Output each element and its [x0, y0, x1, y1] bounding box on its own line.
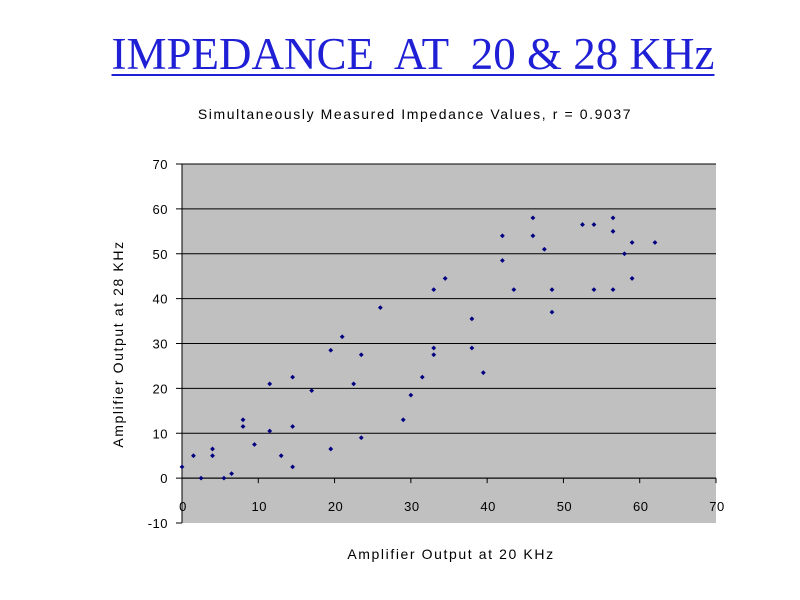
data-point	[351, 381, 357, 387]
data-point	[591, 287, 597, 293]
y-tick-label: 20	[153, 381, 168, 396]
x-tick-label: 20	[328, 499, 343, 514]
data-points	[179, 215, 658, 481]
data-point	[541, 246, 547, 252]
y-tick-label: 50	[153, 247, 168, 262]
data-point	[358, 435, 364, 441]
chart-title: Simultaneously Measured Impedance Values…	[197, 106, 633, 122]
data-point	[431, 345, 437, 351]
data-point	[267, 428, 273, 434]
data-point	[210, 446, 215, 452]
data-point	[400, 417, 406, 423]
data-point	[549, 309, 555, 315]
data-point	[290, 464, 296, 470]
data-point	[530, 233, 536, 239]
data-point	[179, 464, 185, 470]
data-point	[580, 222, 585, 227]
data-point	[278, 453, 284, 459]
x-axis-label: Amplifier Output at 20 KHz	[347, 546, 554, 562]
y-tick-label: 30	[153, 337, 168, 352]
data-point	[530, 215, 536, 221]
data-point	[469, 345, 475, 351]
data-point	[591, 222, 597, 227]
data-point	[339, 334, 345, 340]
y-tick-label: 60	[153, 202, 168, 217]
data-point	[328, 347, 334, 353]
data-point	[511, 287, 517, 293]
data-point	[610, 287, 616, 293]
data-point	[229, 471, 234, 477]
data-point	[549, 287, 555, 293]
x-tick-label: 60	[633, 499, 648, 514]
y-tick-label: -10	[148, 516, 168, 531]
y-tick-label: 70	[153, 157, 168, 172]
data-point	[290, 424, 296, 429]
axes	[176, 163, 717, 524]
data-point	[358, 352, 364, 358]
data-point	[469, 316, 475, 322]
x-tick-label: 30	[404, 499, 419, 514]
data-point	[500, 233, 505, 239]
data-point	[610, 228, 616, 234]
data-point	[419, 374, 425, 380]
data-point	[652, 240, 658, 245]
data-point	[431, 287, 437, 293]
data-point	[309, 388, 315, 394]
data-point	[210, 453, 215, 459]
data-point	[622, 251, 627, 257]
y-axis-label: Amplifier Output at 28 KHz	[110, 240, 126, 447]
y-tick-labels: -10 0 10 20 30 40 50 60 70	[148, 157, 168, 531]
data-point	[610, 215, 616, 221]
data-point	[240, 424, 246, 429]
x-tick-label: 0	[179, 499, 187, 514]
data-point	[267, 381, 273, 387]
data-point	[480, 370, 486, 376]
data-point	[290, 374, 296, 380]
slide-title: IMPEDANCE AT 20 & 28 KHz	[111, 29, 715, 79]
data-point	[431, 352, 437, 358]
data-point	[408, 392, 414, 398]
data-point	[377, 305, 383, 310]
x-tick-labels: 0 10 20 30 40 50 60 70	[179, 499, 724, 514]
x-tick-label: 10	[252, 499, 267, 514]
x-tick-label: 50	[557, 499, 572, 514]
data-point	[191, 453, 196, 459]
data-point	[500, 258, 505, 263]
data-point	[442, 276, 448, 281]
data-point	[240, 417, 246, 423]
data-point	[198, 475, 204, 481]
data-point	[328, 446, 334, 452]
x-tick-label: 40	[480, 499, 495, 514]
x-tick-label: 70	[709, 499, 724, 514]
data-point	[252, 442, 257, 447]
data-point	[221, 475, 227, 481]
data-point	[629, 276, 635, 281]
y-tick-label: 40	[153, 292, 168, 307]
data-point	[629, 240, 635, 245]
y-tick-label: 0	[160, 471, 168, 486]
y-tick-label: 10	[153, 426, 168, 441]
